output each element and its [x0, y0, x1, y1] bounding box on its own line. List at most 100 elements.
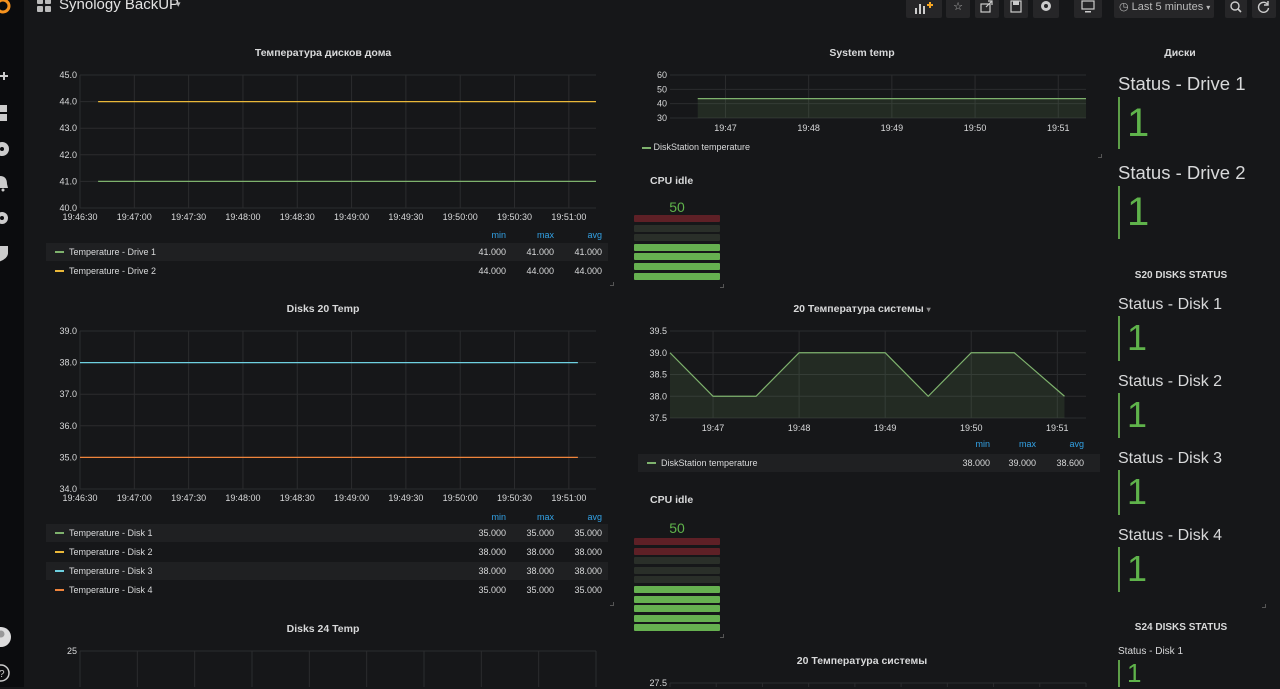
- series-swatch[interactable]: [55, 551, 64, 553]
- chevron-down-icon[interactable]: ▾: [176, 0, 181, 9]
- resize-handle[interactable]: [610, 282, 614, 286]
- legend-header: min max avg: [638, 439, 1100, 453]
- zoom-out-button[interactable]: [1225, 0, 1247, 18]
- resize-handle[interactable]: [720, 284, 724, 288]
- disks24-temp-graph[interactable]: 25: [30, 616, 616, 687]
- panel-title[interactable]: Disks 20 Temp: [286, 303, 360, 315]
- series-swatch[interactable]: [55, 570, 64, 572]
- series-name[interactable]: Temperature - Disk 4: [69, 585, 153, 595]
- gauge-segment: [634, 576, 720, 584]
- alerting-bell-icon[interactable]: [0, 174, 12, 192]
- chevron-down-icon[interactable]: ▾: [926, 305, 931, 314]
- cpu-bar-gauge: [634, 538, 720, 634]
- resize-handle[interactable]: [1098, 154, 1102, 158]
- panel-title[interactable]: Диски: [1164, 47, 1196, 59]
- series-name[interactable]: DiskStation temperature: [661, 458, 758, 468]
- resize-handle[interactable]: [610, 602, 614, 606]
- settings-button[interactable]: [1033, 0, 1059, 18]
- legend-col-min[interactable]: min: [491, 512, 506, 522]
- legend-row[interactable]: Temperature - Disk 3 38.000 38.000 38.00…: [46, 562, 608, 580]
- panel-title[interactable]: S24 DISKS STATUS: [1134, 622, 1228, 633]
- plus-icon[interactable]: [0, 68, 12, 84]
- x-tick-label: 19:48:00: [225, 212, 260, 222]
- legend-col-avg[interactable]: avg: [1069, 439, 1084, 449]
- x-tick-label: 19:46:30: [62, 493, 97, 503]
- panel-title[interactable]: Температура дисков дома: [254, 47, 392, 59]
- gear-icon[interactable]: [0, 209, 12, 227]
- legend-row[interactable]: Temperature - Drive 2 44.000 44.000 44.0…: [46, 262, 608, 280]
- series-name[interactable]: Temperature - Disk 1: [69, 528, 153, 538]
- add-panel-icon: [915, 2, 933, 14]
- x-tick-label: 19:51: [1046, 423, 1069, 433]
- legend-col-max[interactable]: max: [536, 512, 554, 522]
- legend-col-min[interactable]: min: [491, 230, 506, 240]
- legend-table: min max avg DiskStation temperature 38.0…: [638, 439, 1100, 473]
- panel-title[interactable]: Disks 24 Temp: [286, 623, 360, 635]
- legend-row[interactable]: DiskStation temperature: [642, 142, 750, 156]
- resize-handle[interactable]: [1262, 604, 1266, 608]
- resize-handle[interactable]: [720, 634, 724, 638]
- series-name[interactable]: Temperature - Drive 1: [69, 247, 157, 257]
- panel-title[interactable]: 20 Температура системы ▾: [620, 303, 1104, 315]
- series-swatch[interactable]: [642, 146, 651, 149]
- panel-title[interactable]: System temp: [829, 47, 895, 59]
- avatar[interactable]: [0, 626, 12, 648]
- x-tick-label: 19:49:00: [334, 493, 369, 503]
- gauge-segment: [634, 614, 720, 622]
- help-icon[interactable]: ?: [0, 662, 12, 684]
- series-max: 39.000: [1008, 458, 1036, 468]
- series-swatch[interactable]: [55, 270, 64, 272]
- clock-icon: ◷: [1119, 1, 1129, 13]
- legend-col-avg[interactable]: avg: [587, 230, 602, 240]
- dashboard-title[interactable]: Synology BackUP: [59, 0, 180, 13]
- y-tick-label: 38.0: [59, 358, 77, 368]
- gauge-segment: [634, 566, 720, 574]
- legend-row[interactable]: Temperature - Disk 1 35.000 35.000 35.00…: [46, 524, 608, 542]
- status-label: Status - Disk 4: [1118, 527, 1223, 544]
- status-value: 1: [1127, 548, 1148, 589]
- disks20-temp-graph[interactable]: 34.0 35.0 36.0 37.0 38.0 39.0 19:46:30 19:47:00…: [30, 296, 616, 514]
- system-temp-graph[interactable]: 30 40 50 60 19:47 19:48 19:49 19:50 19:51: [620, 40, 1104, 140]
- view-mode-button[interactable]: [1074, 0, 1102, 18]
- series-swatch[interactable]: [55, 532, 64, 534]
- time-range-picker[interactable]: ◷ Last 5 minutes ▾: [1114, 0, 1214, 18]
- x-tick-label: 19:49: [881, 123, 904, 133]
- legend-row[interactable]: Temperature - Drive 1 41.000 41.000 41.0…: [46, 243, 608, 261]
- panel-title[interactable]: CPU idle: [650, 494, 694, 506]
- save-button[interactable]: [1004, 0, 1028, 18]
- y-tick-label: 60: [657, 70, 667, 80]
- legend-col-avg[interactable]: avg: [587, 512, 602, 522]
- panel-title[interactable]: CPU idle: [650, 175, 694, 187]
- dashboards-icon[interactable]: [0, 104, 12, 122]
- legend-col-min[interactable]: min: [975, 439, 990, 449]
- drive-temp-graph[interactable]: 40.0 41.0 42.0 43.0 44.0 45.0 19:46:30 19:47:00…: [30, 40, 616, 230]
- star-button[interactable]: ☆: [946, 0, 970, 18]
- explore-icon[interactable]: [0, 140, 12, 158]
- search-icon: [1230, 1, 1242, 13]
- series-name[interactable]: Temperature - Disk 2: [69, 547, 153, 557]
- shield-icon[interactable]: [0, 244, 12, 264]
- temp20-system-graph[interactable]: 37.5 38.0 38.5 39.0 39.5 19:47 19:48 19:49 19:50…: [620, 296, 1104, 440]
- series-name[interactable]: DiskStation temperature: [653, 142, 751, 152]
- panel-title[interactable]: 20 Температура системы: [796, 655, 928, 667]
- gauge-segment: [634, 624, 720, 632]
- y-tick-label: 37.0: [59, 389, 77, 399]
- series-swatch[interactable]: [55, 251, 64, 253]
- series-swatch[interactable]: [55, 589, 64, 591]
- legend-col-max[interactable]: max: [1018, 439, 1036, 449]
- legend-row[interactable]: Temperature - Disk 4 35.000 35.000 35.00…: [46, 581, 608, 599]
- panel-s24-disks-status: S24 DISKS STATUS Status - Disk 1 1: [1118, 616, 1268, 688]
- grafana-logo-icon[interactable]: [0, 0, 12, 16]
- share-button[interactable]: [975, 0, 999, 18]
- refresh-button[interactable]: [1252, 0, 1276, 18]
- panel-title[interactable]: S20 DISKS STATUS: [1134, 270, 1228, 281]
- status-value: 1: [1127, 394, 1148, 435]
- legend-col-max[interactable]: max: [536, 230, 554, 240]
- temp20-system-2-graph[interactable]: 27.5: [620, 648, 1104, 687]
- legend-row[interactable]: DiskStation temperature 38.000 39.000 38…: [638, 454, 1100, 472]
- series-name[interactable]: Temperature - Drive 2: [69, 266, 157, 276]
- legend-row[interactable]: Temperature - Disk 2 38.000 38.000 38.00…: [46, 543, 608, 561]
- add-panel-button[interactable]: [906, 0, 942, 18]
- series-swatch[interactable]: [647, 462, 656, 464]
- series-name[interactable]: Temperature - Disk 3: [69, 566, 153, 576]
